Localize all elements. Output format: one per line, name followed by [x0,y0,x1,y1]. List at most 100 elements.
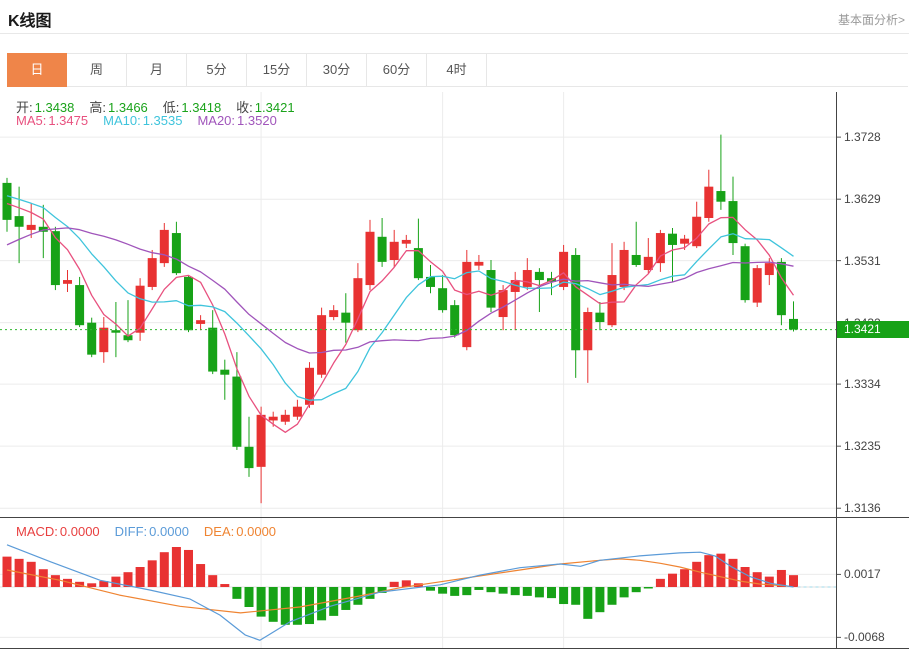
macd-bar [474,587,484,590]
candle-body [50,231,60,286]
candle-body [789,318,798,330]
macd-bar [377,587,387,593]
macd-bar [63,578,72,587]
legend-item: 低: 1.3418 [162,100,222,115]
candle-body [220,369,230,375]
candle-body [510,280,520,292]
macd-bar [401,580,411,587]
macd-bar [111,576,121,587]
macd-bar [764,576,774,587]
candle-body [438,288,448,311]
macd-bar [643,587,653,589]
last-price-badge: 1.3421 [837,320,909,338]
y-axis-label: 1.3531 [844,253,881,268]
tab-5min[interactable]: 5分 [187,54,247,86]
macd-bar [631,587,641,593]
candle-body [26,224,36,230]
candle-body [280,414,290,422]
candle-body [498,290,508,318]
macd-bar [619,587,629,598]
candle-body [764,263,774,276]
macd-bar [655,578,665,587]
ma20-line [6,227,794,354]
macd-bar [256,587,266,617]
macd-bar [740,567,750,587]
candle-body [268,416,278,421]
candle-body [401,239,411,244]
macd-bar [329,587,339,616]
macd-bar [776,569,786,587]
candle-body [668,233,677,245]
tab-month[interactable]: 月 [127,54,187,86]
legend-item: DIFF: 0.0000 [114,524,189,539]
tab-4hour[interactable]: 4时 [427,54,487,86]
macd-bar [571,587,581,605]
macd-bar [595,587,605,613]
candle-body [692,216,702,247]
macd-bar [135,567,145,587]
macd-bar [184,549,193,587]
y-axis-label: -0.0068 [844,630,885,645]
legend-item: DEA: 0.0000 [203,524,277,539]
y-axis-label: 1.3136 [844,501,881,516]
candle-body [2,182,12,220]
candle-body [147,258,157,287]
tab-week[interactable]: 周 [67,54,127,86]
macd-bar [2,556,12,587]
legend-item: 开: 1.3438 [16,100,75,115]
tab-30min[interactable]: 30分 [307,54,367,86]
macd-bar [389,581,399,587]
candle-body [135,285,145,333]
macd-bar [123,572,133,587]
macd-bar [220,584,230,587]
candle-body [14,216,24,227]
candle-body [305,367,314,405]
macd-bar [232,587,242,599]
macd-bar [280,587,290,625]
tab-15min[interactable]: 15分 [247,54,307,86]
ma5-line [6,202,795,433]
macd-bar [462,587,472,596]
candle-body [377,236,387,262]
macd-bar [510,587,520,596]
candle-body [571,254,581,351]
macd-bar [365,587,375,599]
candle-body [389,241,399,260]
legend-item: 收: 1.3421 [236,100,295,115]
tab-day[interactable]: 日 [7,53,67,87]
macd-bar [716,553,726,587]
candle-body [704,186,714,218]
kline-chart[interactable] [0,85,909,650]
macd-bar [728,558,738,587]
ma-legend: MA5: 1.3475 MA10: 1.3535 MA20: 1.3520 [16,113,292,128]
legend-item: MA5: 1.3475 [16,113,89,128]
candle-body [111,330,121,333]
candle-body [716,191,726,202]
candle-body [365,231,375,286]
ohlc-legend: 开: 1.3438 高: 1.3466 低: 1.3418 收: 1.3421 [16,97,310,116]
candle-body [474,261,484,266]
candle-body [38,226,48,232]
macd-bar [75,581,85,587]
candle-body [740,246,750,301]
candle-body [292,406,302,417]
macd-bar [486,587,496,593]
macd-bar [317,587,327,621]
candle-body [184,276,193,331]
macd-bar [196,564,206,587]
candle-body [486,270,496,308]
macd-bar [438,587,448,594]
macd-bar [208,575,218,587]
macd-bar [159,552,169,587]
macd-legend: MACD: 0.0000 DIFF: 0.0000 DEA: 0.0000 [16,524,291,539]
candle-body [317,315,327,375]
fundamental-analysis-link[interactable]: 基本面分析> [837,13,905,27]
macd-bar [38,569,48,587]
header-divider [0,33,909,34]
candle-body [87,322,97,355]
macd-bar [692,561,702,587]
y-axis-label: 1.3235 [844,439,881,454]
candle-body [256,414,266,467]
tab-60min[interactable]: 60分 [367,54,427,86]
